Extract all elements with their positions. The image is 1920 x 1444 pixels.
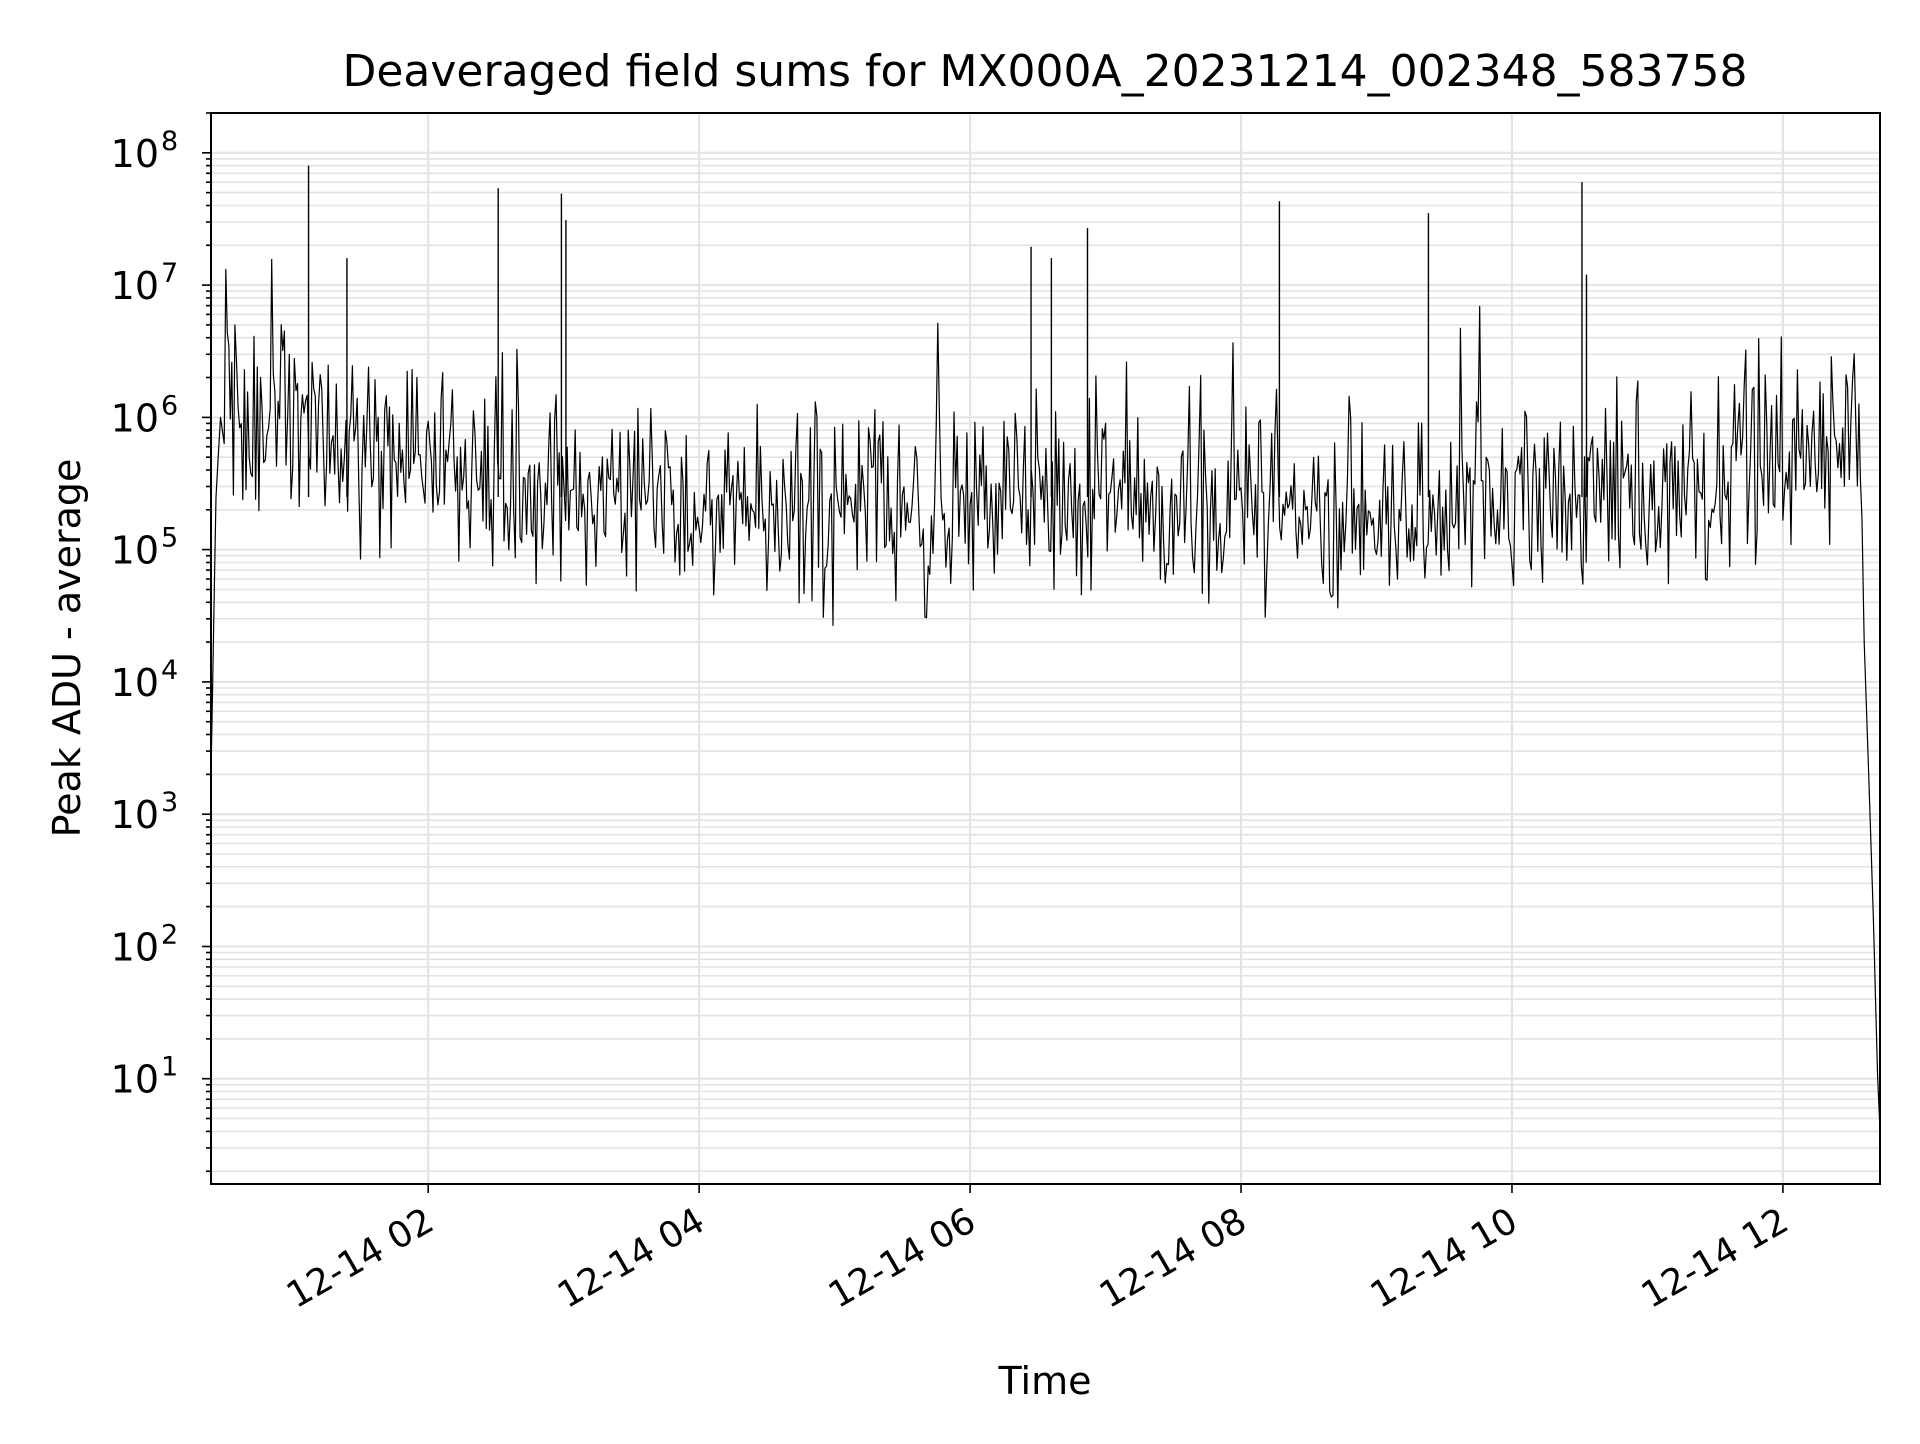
y-tick-label: 10 xyxy=(111,925,159,969)
y-tick-exponent: 3 xyxy=(161,787,178,818)
y-tick-exponent: 7 xyxy=(161,258,178,289)
y-tick-label: 10 xyxy=(111,264,159,308)
x-axis-label: Time xyxy=(998,1359,1092,1403)
y-tick-label: 10 xyxy=(111,396,159,440)
y-tick-label: 10 xyxy=(111,132,159,176)
series-line xyxy=(210,258,1881,1132)
y-tick-exponent: 8 xyxy=(161,126,178,157)
y-tick-label: 10 xyxy=(111,529,159,573)
y-tick-exponent: 6 xyxy=(161,390,178,421)
y-tick-exponent: 1 xyxy=(161,1052,178,1083)
y-tick-label: 10 xyxy=(111,1058,159,1102)
y-tick-label: 10 xyxy=(111,793,159,837)
y-tick-exponent: 2 xyxy=(161,919,178,950)
chart-title: Deaveraged field sums for MX000A_2023121… xyxy=(342,46,1747,97)
y-tick-exponent: 4 xyxy=(161,655,178,686)
data-layer xyxy=(210,165,1881,1132)
grid-layer xyxy=(211,112,1880,1184)
plot-frame xyxy=(210,112,1881,1185)
y-tick-exponent: 5 xyxy=(161,523,178,554)
y-tick-label: 10 xyxy=(111,661,159,705)
y-axis-label: Peak ADU - average xyxy=(45,459,89,838)
